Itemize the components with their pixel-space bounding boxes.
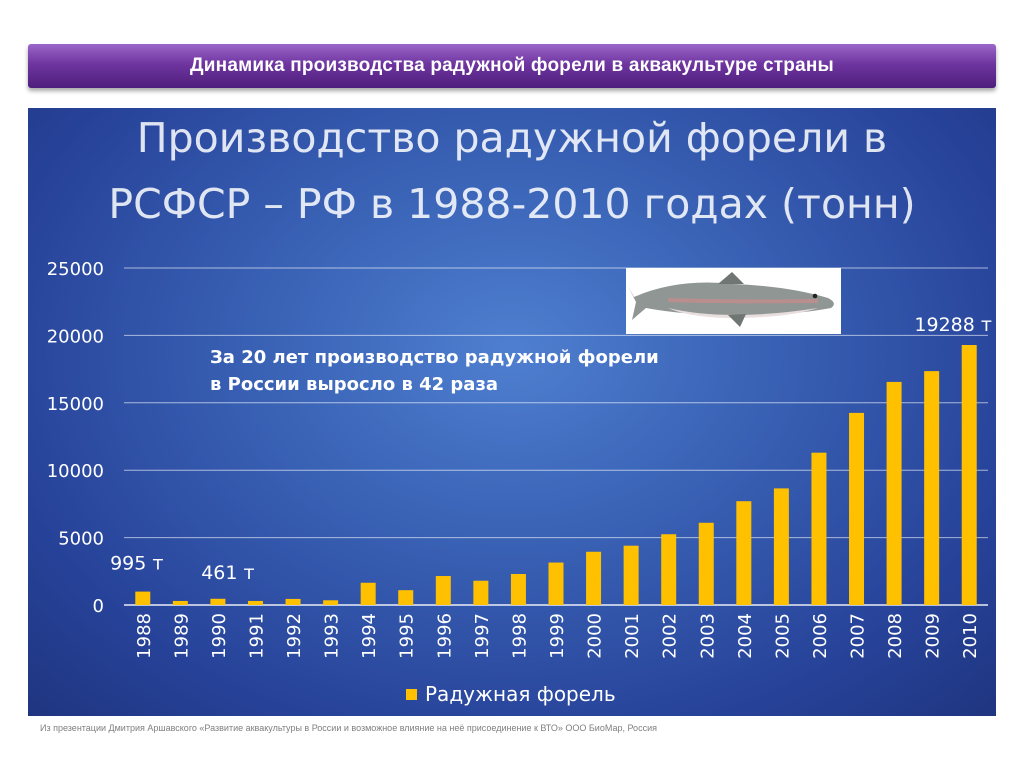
bar-1994 bbox=[360, 582, 376, 605]
x-tick-label: 1994 bbox=[359, 613, 380, 659]
trout-icon bbox=[628, 272, 834, 327]
bar-2003 bbox=[698, 522, 714, 605]
bar-1989 bbox=[172, 600, 188, 605]
x-tick-label: 1999 bbox=[547, 613, 568, 659]
trout-image bbox=[626, 268, 841, 334]
x-tick-label: 1988 bbox=[134, 613, 155, 659]
bar-2000 bbox=[586, 551, 602, 605]
slide-title: Динамика производства радужной форели в … bbox=[190, 55, 834, 76]
bar-2006 bbox=[811, 452, 827, 605]
bar-2007 bbox=[849, 412, 865, 605]
legend-swatch bbox=[406, 689, 417, 700]
x-tick-label: 2000 bbox=[585, 613, 606, 659]
x-tick-label: 2002 bbox=[660, 613, 681, 659]
x-tick-label: 2003 bbox=[697, 613, 718, 659]
y-tick-label: 5000 bbox=[58, 529, 104, 550]
x-tick-label: 2007 bbox=[848, 613, 869, 659]
legend: Радужная форель bbox=[406, 682, 616, 706]
data-label-1988: 995 т bbox=[110, 553, 163, 575]
x-tick-label: 1996 bbox=[434, 613, 455, 659]
bar-series bbox=[135, 344, 977, 605]
bar-2001 bbox=[623, 545, 639, 605]
bar-1995 bbox=[398, 590, 414, 605]
x-tick-label: 2005 bbox=[772, 613, 793, 659]
x-tick-label: 2004 bbox=[735, 613, 756, 659]
y-tick-label: 10000 bbox=[47, 461, 104, 482]
bar-1999 bbox=[548, 562, 564, 605]
grid-lines bbox=[124, 267, 988, 606]
bar-2009 bbox=[924, 371, 940, 605]
data-label-1990: 461 т bbox=[201, 562, 254, 584]
x-tick-label: 1995 bbox=[397, 613, 418, 659]
chart-panel: Производство радужной форели в РСФСР – Р… bbox=[28, 108, 996, 716]
y-axis-ticks: 0 5000 10000 15000 20000 25000 bbox=[47, 259, 104, 617]
y-tick-label: 0 bbox=[93, 596, 104, 617]
x-tick-label: 2010 bbox=[960, 613, 981, 659]
x-tick-label: 2009 bbox=[923, 613, 944, 659]
x-tick-label: 1991 bbox=[246, 613, 267, 659]
x-tick-label: 1989 bbox=[171, 613, 192, 659]
bar-2005 bbox=[773, 488, 789, 605]
source-footnote: Из презентации Дмитрия Аршавского «Разви… bbox=[40, 723, 657, 733]
bar-1997 bbox=[473, 580, 489, 605]
x-tick-label: 1997 bbox=[472, 613, 493, 659]
x-tick-label: 1998 bbox=[509, 613, 530, 659]
y-tick-label: 15000 bbox=[47, 394, 104, 415]
x-tick-label: 1990 bbox=[209, 613, 230, 659]
y-tick-label: 25000 bbox=[47, 259, 104, 280]
bar-2010 bbox=[961, 344, 977, 605]
annotation-line1: За 20 лет производство радужной форели bbox=[210, 347, 659, 368]
chart-title-line2: РСФСР – РФ в 1988-2010 годах (тонн) bbox=[108, 180, 915, 228]
bar-2002 bbox=[661, 534, 677, 605]
bar-1996 bbox=[435, 576, 451, 605]
bar-1988 bbox=[135, 591, 151, 605]
x-axis-ticks: 1988 1989 1990 1991 1992 1993 1994 1995 1996 1997… bbox=[134, 613, 981, 659]
data-label-2010: 19288 т bbox=[914, 314, 992, 336]
bar-2004 bbox=[736, 501, 752, 605]
x-tick-label: 2006 bbox=[810, 613, 831, 659]
slide-title-banner: Динамика производства радужной форели в … bbox=[28, 44, 996, 88]
trout-production-chart: Производство радужной форели в РСФСР – Р… bbox=[47, 114, 992, 706]
x-tick-label: 1992 bbox=[284, 613, 305, 659]
bar-1992 bbox=[285, 598, 301, 605]
x-tick-label: 2008 bbox=[885, 613, 906, 659]
x-tick-label: 2001 bbox=[622, 613, 643, 659]
y-tick-label: 20000 bbox=[47, 326, 104, 347]
legend-label: Радужная форель bbox=[425, 682, 616, 706]
bar-1998 bbox=[510, 573, 526, 605]
chart-title-line1: Производство радужной форели в bbox=[137, 114, 887, 162]
bar-2008 bbox=[886, 381, 902, 605]
annotation-line2: в России выросло в 42 раза bbox=[210, 374, 498, 395]
bar-1990 bbox=[210, 598, 226, 605]
x-tick-label: 1993 bbox=[322, 613, 343, 659]
bar-1991 bbox=[247, 600, 263, 605]
bar-1993 bbox=[323, 600, 339, 605]
